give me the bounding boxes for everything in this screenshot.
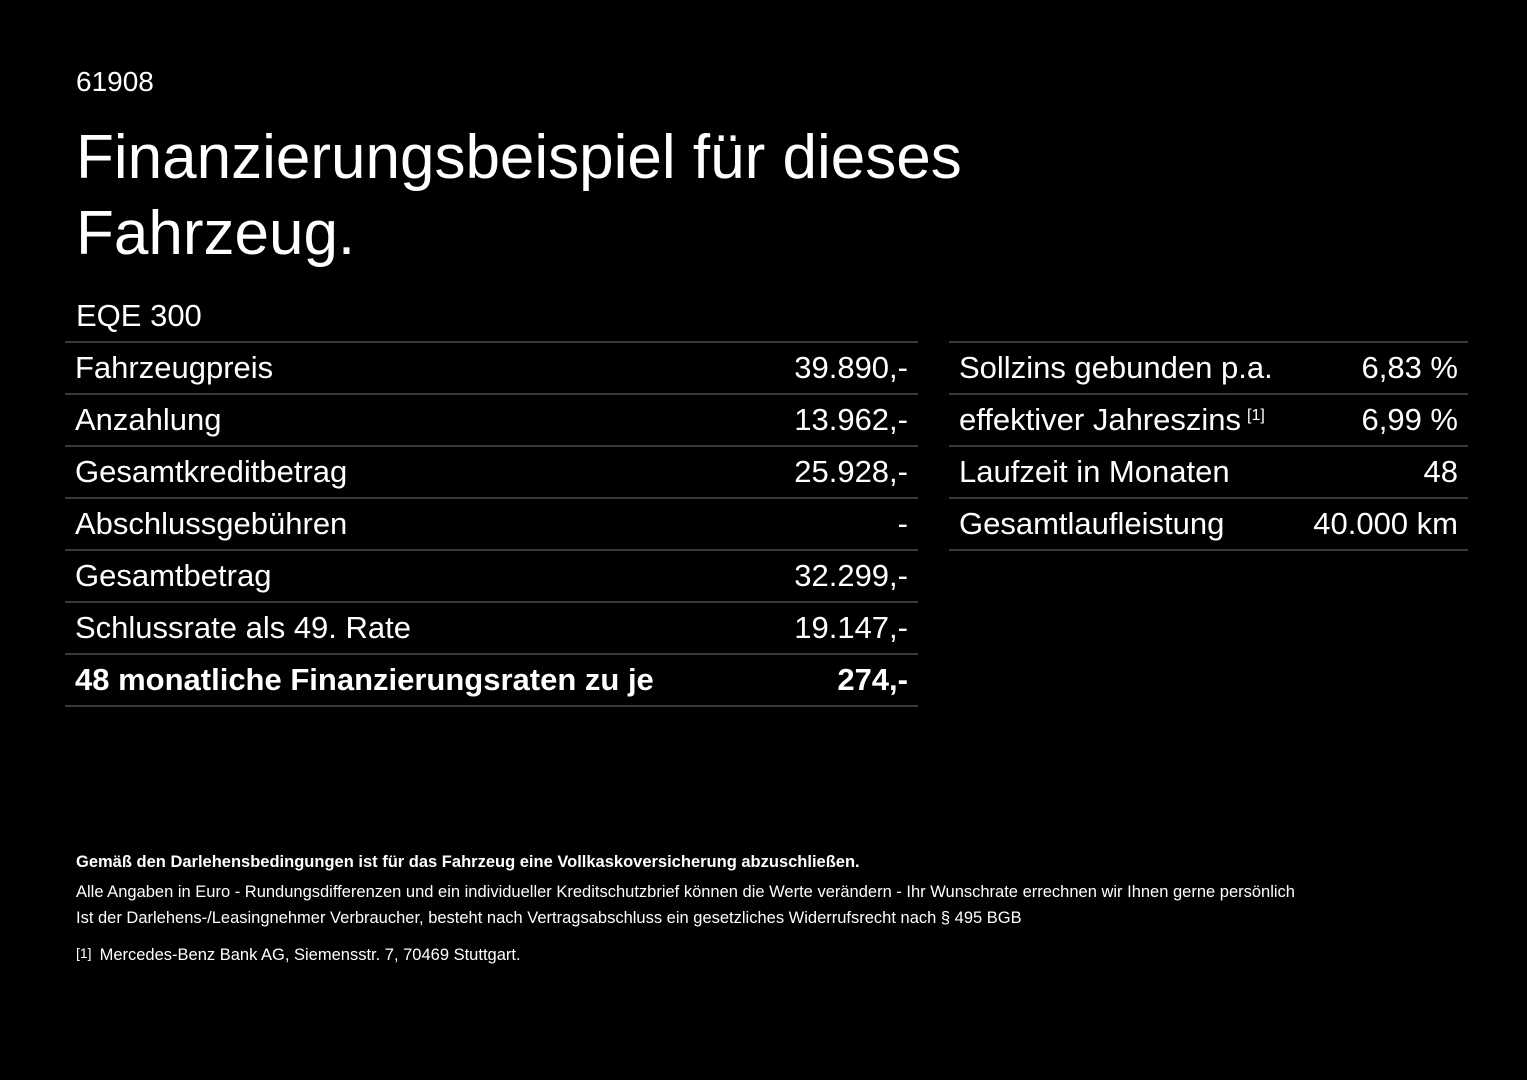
row-label: Gesamtbetrag <box>65 549 763 602</box>
model: EQE 300 <box>76 298 202 333</box>
row-label: Sollzins gebunden p.a. <box>959 350 1273 385</box>
row-value: 6,83 % <box>1296 341 1468 394</box>
footer-line: Ist der Darlehens-/Leasingnehmer Verbrau… <box>76 909 1022 927</box>
row-label-cell: Laufzeit in Monaten <box>949 445 1297 498</box>
offer-code: 61908 <box>76 66 154 97</box>
row-label: Gesamtkreditbetrag <box>65 445 763 498</box>
row-value: 13.962,- <box>762 393 918 446</box>
table-row: Anzahlung 13.962,- <box>65 393 918 446</box>
footer-line: Alle Angaben in Euro - Rundungsdifferenz… <box>76 883 1295 901</box>
row-label-cell: effektiver Jahreszins [1] <box>949 393 1297 446</box>
row-label-cell: Gesamtlaufleistung <box>949 497 1297 551</box>
row-label: Fahrzeugpreis <box>65 341 763 394</box>
title: Finanzierungsbeispiel für dieses Fahrzeu… <box>76 123 962 268</box>
row-label: effektiver Jahreszins <box>959 402 1241 437</box>
rate-table: Sollzins gebunden p.a. 6,83 % effektiver J… <box>949 341 1468 551</box>
table-row: Gesamtbetrag 32.299,- <box>65 549 918 602</box>
table-row: Sollzins gebunden p.a. 6,83 % <box>949 341 1468 394</box>
row-value: 39.890,- <box>762 341 918 394</box>
row-value: 40.000 km <box>1296 497 1468 551</box>
table-row: Gesamtkreditbetrag 25.928,- <box>65 445 918 498</box>
footnote-text: Mercedes-Benz Bank AG, Siemensstr. 7, 70… <box>99 946 521 964</box>
row-label-cell: Sollzins gebunden p.a. <box>949 341 1297 394</box>
row-value: - <box>762 497 918 550</box>
table-row: 48 monatliche Finanzierungsraten zu je 27… <box>65 653 918 707</box>
financing-table: Fahrzeugpreis 39.890,- Anzahlung 13.962,- Ge… <box>65 341 918 707</box>
row-value: 19.147,- <box>762 601 918 654</box>
row-label: 48 monatliche Finanzierungsraten zu je <box>65 653 763 707</box>
footnote: [1] Mercedes-Benz Bank AG, Siemensstr. 7,… <box>76 945 521 965</box>
notice: Gemäß den Darlehensbedingungen ist für d… <box>76 853 860 871</box>
row-value: 274,- <box>762 653 918 707</box>
row-label: Laufzeit in Monaten <box>959 454 1230 489</box>
table-row: Laufzeit in Monaten 48 <box>949 445 1468 498</box>
row-label: Gesamtlaufleistung <box>959 506 1225 541</box>
row-value: 6,99 % <box>1296 393 1468 446</box>
footnote-ref: [1] <box>1247 407 1265 424</box>
table-row: Gesamtlaufleistung 40.000 km <box>949 497 1468 551</box>
row-label: Anzahlung <box>65 393 763 446</box>
table-row: Schlussrate als 49. Rate 19.147,- <box>65 601 918 654</box>
row-value: 25.928,- <box>762 445 918 498</box>
row-value: 32.299,- <box>762 549 918 602</box>
table-row: effektiver Jahreszins [1] 6,99 % <box>949 393 1468 446</box>
row-label: Abschlussgebühren <box>65 497 763 550</box>
row-value: 48 <box>1296 445 1468 498</box>
table-row: Fahrzeugpreis 39.890,- <box>65 341 918 394</box>
row-label: Schlussrate als 49. Rate <box>65 601 763 654</box>
table-row: Abschlussgebühren - <box>65 497 918 550</box>
footnote-marker: [1] <box>76 945 92 961</box>
